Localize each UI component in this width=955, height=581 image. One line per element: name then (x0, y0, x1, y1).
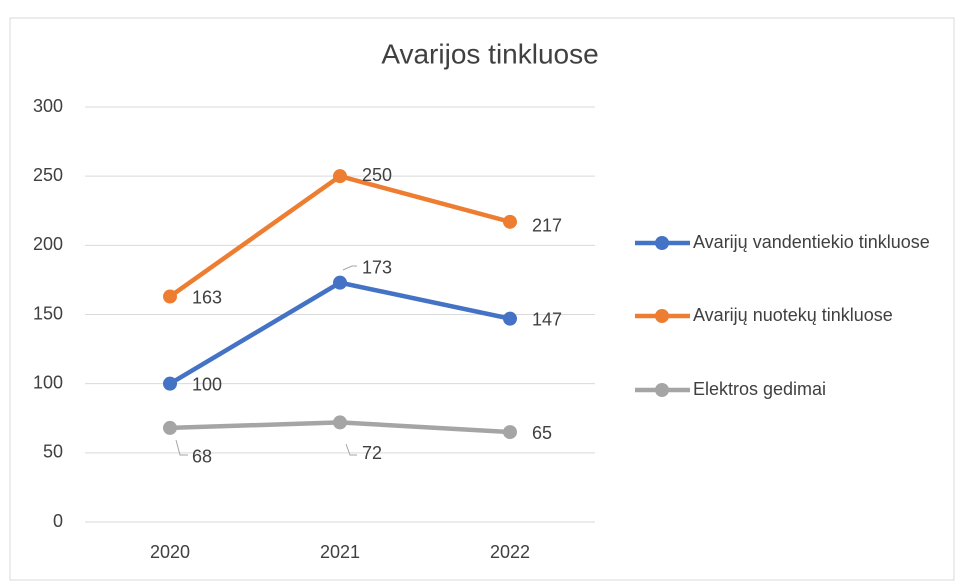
legend-label: Elektros gedimai (693, 379, 827, 399)
data-label: 100 (192, 374, 222, 394)
y-tick-label: 200 (33, 234, 63, 254)
leader-line (345, 443, 357, 456)
chart-frame (9, 17, 955, 581)
data-label: 163 (192, 287, 222, 307)
y-tick-label: 250 (33, 165, 63, 185)
y-tick-label: 50 (43, 442, 63, 462)
data-label: 250 (362, 165, 392, 185)
point (503, 311, 517, 326)
y-tick-label: 300 (33, 96, 63, 116)
legend-label: Avarijų vandentiekio tinkluose (693, 232, 930, 252)
leader-line (342, 265, 357, 271)
legend-marker (655, 236, 669, 250)
y-tick-label: 100 (33, 372, 63, 392)
legend-marker (655, 383, 669, 397)
data-label: 217 (532, 216, 562, 236)
legend-label: Avarijų nuotekų tinkluose (693, 305, 893, 325)
data-label: 65 (532, 423, 552, 443)
leader-line (175, 439, 188, 456)
data-label: 72 (362, 443, 382, 463)
x-tick-label: 2020 (150, 542, 190, 562)
point (333, 415, 347, 430)
y-tick-label: 0 (53, 511, 63, 531)
point (333, 169, 347, 184)
data-label: 147 (532, 309, 562, 329)
point (503, 214, 517, 229)
point (163, 289, 177, 304)
legend-marker (655, 309, 669, 323)
chart-title: Avarijos tinkluose (381, 38, 598, 69)
point (163, 420, 177, 435)
data-label: 173 (362, 257, 392, 277)
point (163, 376, 177, 391)
y-tick-label: 150 (33, 303, 63, 323)
point (333, 275, 347, 290)
x-tick-label: 2021 (320, 542, 360, 562)
point (503, 425, 517, 440)
x-tick-label: 2022 (490, 542, 530, 562)
data-label: 68 (192, 447, 212, 467)
